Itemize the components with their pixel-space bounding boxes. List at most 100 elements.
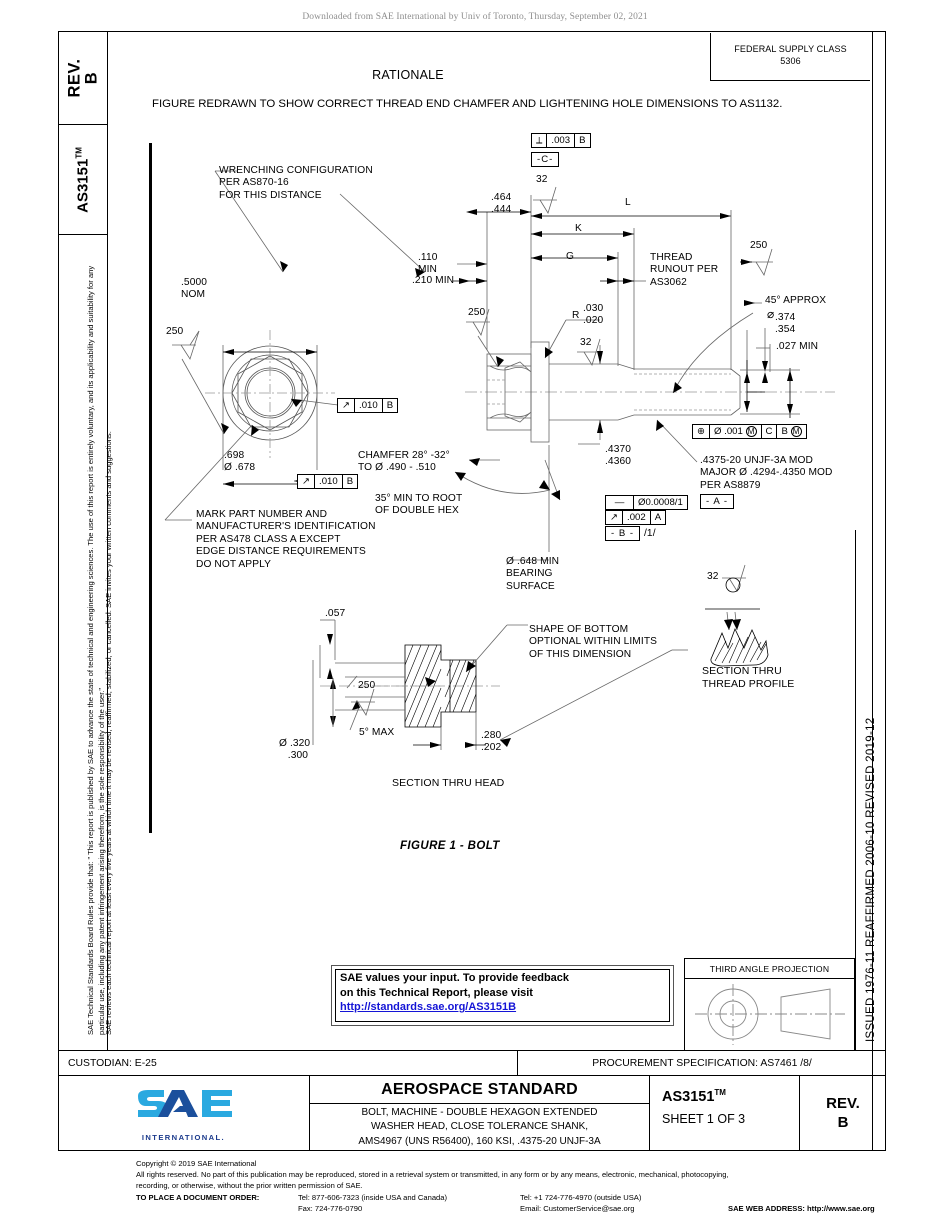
fcf-tolerance-runout-b: .002 <box>623 511 651 524</box>
dim-464-444: .464 .444 <box>491 192 512 216</box>
drawing-left-rule <box>149 143 152 833</box>
dim-L: L <box>625 197 631 208</box>
fcf-symbol-runout-b: ↗ <box>606 511 624 524</box>
footer-web: SAE WEB ADDRESS: http://www.sae.org <box>728 1204 875 1213</box>
revision-text: REV. B <box>65 58 100 97</box>
feedback-box-inner <box>335 969 670 1022</box>
modifier-mmc-2: M <box>790 426 802 437</box>
third-angle-projection-symbol <box>695 984 845 1045</box>
note-mark-part-number: MARK PART NUMBER AND MANUFACTURER'S IDEN… <box>196 509 376 570</box>
title-block-logo-cell: INTERNATIONAL. <box>58 1076 310 1151</box>
procurement-spec-label: PROCUREMENT SPECIFICATION: AS7461 /8/ <box>592 1057 812 1069</box>
sae-logo-mark <box>137 1089 232 1117</box>
legal-paragraph-2: SAE reviews each technical report at lea… <box>104 431 113 1035</box>
note-shape-of-bottom: SHAPE OF BOTTOM OPTIONAL WITHIN LIMITS O… <box>529 624 658 660</box>
title-block-number-cell: AS3151TM SHEET 1 OF 3 <box>650 1076 800 1151</box>
standard-number: AS3151TM <box>662 1088 726 1105</box>
datum-b-note: /1/ <box>644 528 656 539</box>
note-45-approx: 45° APPROX <box>765 295 827 306</box>
third-angle-projection-title: THIRD ANGLE PROJECTION <box>685 959 854 979</box>
fcf-datum-1: B <box>386 400 394 411</box>
drawing-frame-right-rail <box>872 31 886 1151</box>
fcf-symbol-runout-1: ↗ <box>338 399 356 412</box>
fcf-runout-head-2: ↗ .010 B <box>297 474 359 489</box>
dim-110-min: .110 MIN <box>418 252 438 276</box>
feedback-link[interactable]: http://standards.sae.org/AS3151B <box>340 1001 517 1014</box>
fcf-tolerance-1: .010 <box>355 399 383 412</box>
fcf-datum-c: C <box>762 425 778 438</box>
diameter-symbol-374: ⌀ <box>767 307 775 321</box>
footer: Copyright © 2019 SAE International All r… <box>136 1158 896 1214</box>
fcf-straightness: — Ø0.0008/1 <box>605 495 688 510</box>
fcf-datum: B <box>579 135 586 146</box>
feedback-box: SAE values your input. To provide feedba… <box>331 965 674 1026</box>
fcf-datum-a-ref: A <box>654 512 662 523</box>
fcf-tolerance-2: .010 <box>315 475 343 488</box>
footer-rights-1: All rights reserved. No part of this pub… <box>136 1170 729 1179</box>
note-wrenching: WRENCHING CONFIGURATION PER AS870-16 FOR… <box>219 165 373 201</box>
modifier-mmc-1: M <box>745 426 757 437</box>
dim-4370-4360: .4370 .4360 <box>605 444 631 468</box>
dim-5-max: 5° MAX <box>359 727 395 738</box>
fcf-runout-b: ↗ .002 A <box>605 510 667 525</box>
custodian-label: CUSTODIAN: E-25 <box>58 1051 518 1075</box>
third-angle-projection-box: THIRD ANGLE PROJECTION <box>684 958 855 1050</box>
caption-section-thru-thread: SECTION THRU THREAD PROFILE <box>702 665 795 690</box>
sheet-number: SHEET 1 OF 3 <box>662 1111 746 1126</box>
datum-b: - B - <box>605 526 641 541</box>
standard-number-text: AS3151TM <box>74 146 91 213</box>
datum-c: -C- <box>531 152 560 167</box>
fcf-runout-head-1: ↗ .010 B <box>337 398 399 413</box>
dim-057: .057 <box>325 608 346 619</box>
datum-a: - A - <box>700 494 735 509</box>
note-35-min-root: 35° MIN TO ROOT OF DOUBLE HEX <box>375 493 463 517</box>
sae-logo: INTERNATIONAL. <box>132 1086 236 1142</box>
issue-dates-column: ISSUED 1976-11 REAFFIRMED 2006-10 REVISE… <box>855 530 877 1050</box>
surface-finish-250-head: 250 <box>166 326 184 337</box>
download-banner: Downloaded from SAE International by Uni… <box>302 12 648 22</box>
legal-notice-column: SAE Technical Standards Board Rules prov… <box>58 235 113 1050</box>
fcf-perpendicularity: ⟂ .003 B <box>531 133 591 148</box>
footer-email: Email: CustomerService@sae.org <box>520 1204 635 1213</box>
dim-374-354: .374 .354 <box>775 312 796 336</box>
dim-K: K <box>575 223 582 234</box>
standard-description: BOLT, MACHINE - DOUBLE HEXAGON EXTENDED … <box>358 1107 601 1147</box>
figure-caption: FIGURE 1 - BOLT <box>400 840 500 852</box>
dim-320-300: Ø .320 .300 <box>279 738 311 762</box>
footer-fax: Fax: 724-776-0790 <box>298 1204 363 1213</box>
dim-698-678: .698 Ø .678 <box>224 450 256 474</box>
fcf-symbol-runout-2: ↗ <box>298 475 316 488</box>
fcf-symbol-perpendicularity: ⟂ <box>532 134 548 147</box>
caption-section-thru-head: SECTION THRU HEAD <box>392 777 505 789</box>
title-block-rev-value: B <box>837 1113 849 1131</box>
fcf-tolerance-position: Ø .001 M <box>710 425 762 438</box>
sae-logo-subtitle: INTERNATIONAL. <box>141 1132 226 1142</box>
revision-box: REV. B <box>58 31 108 125</box>
footer-order-label: TO PLACE A DOCUMENT ORDER: <box>136 1193 260 1202</box>
footer-tel-inside: Tel: 877-606-7323 (inside USA and Canada… <box>298 1193 448 1202</box>
dim-280-202: .280 .202 <box>481 730 502 754</box>
surface-finish-32-shank: 32 <box>580 337 592 348</box>
title-block: INTERNATIONAL. AEROSPACE STANDARD BOLT, … <box>58 1076 886 1151</box>
footer-rights-2: recording, or otherwise, without the pri… <box>136 1181 363 1190</box>
surface-finish-250-under-head: 250 <box>468 307 486 318</box>
surface-finish-32-thread: 32 <box>707 571 719 582</box>
note-thread-spec: .4375-20 UNJF-3A MOD MAJOR Ø .4294-.4350… <box>700 455 833 491</box>
fcf-symbol-straightness: — <box>606 496 634 509</box>
feedback-line-2: on this Technical Report, please visit <box>340 986 533 999</box>
custodian-band: CUSTODIAN: E-25 PROCUREMENT SPECIFICATIO… <box>58 1050 886 1076</box>
fcf-symbol-position: ⊕ <box>693 425 711 438</box>
dim-R-030-020: .030 .020 <box>583 303 604 327</box>
feedback-text: SAE values your input. To provide feedba… <box>340 971 569 1015</box>
issue-dates-text: ISSUED 1976-11 REAFFIRMED 2006-10 REVISE… <box>865 717 877 1043</box>
dim-5000-nom: .5000 NOM <box>181 277 207 301</box>
note-bearing-surface: Ø .648 MIN BEARING SURFACE <box>506 556 560 592</box>
radius-symbol: R <box>572 310 580 321</box>
standard-type-label: AEROSPACE STANDARD <box>310 1076 649 1104</box>
title-block-rev-cell: REV. B <box>800 1076 886 1151</box>
surface-finish-250-right: 250 <box>750 240 768 251</box>
federal-supply-class-box: FEDERAL SUPPLY CLASS 5306 <box>710 33 870 81</box>
footer-copyright: Copyright © 2019 SAE International <box>136 1159 257 1168</box>
note-thread-runout: THREAD RUNOUT PER AS3062 <box>650 252 719 288</box>
